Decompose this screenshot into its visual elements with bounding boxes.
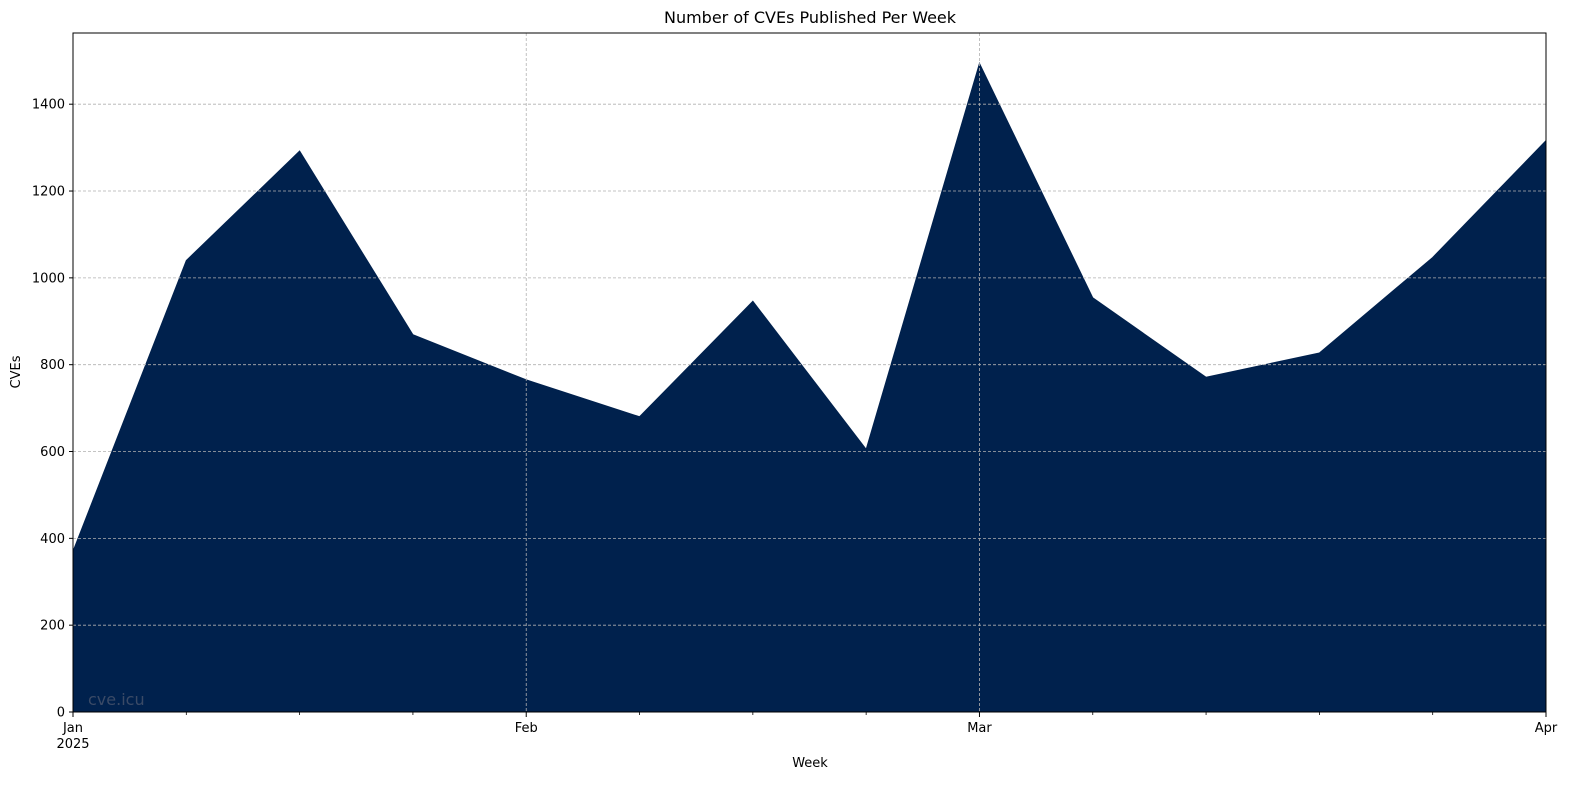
x-axis-title: Week xyxy=(792,756,828,771)
x-tick-label: Mar xyxy=(967,721,992,736)
x-tick-label: Jan xyxy=(62,721,83,736)
area-series xyxy=(72,62,1547,713)
x-tick-sublabel: 2025 xyxy=(56,737,89,752)
y-axis: 0 200 400 600 800 1000 1200 1400 xyxy=(32,98,73,721)
watermark: cve.icu xyxy=(88,690,145,709)
x-tick-label: Feb xyxy=(515,721,538,736)
x-tick-label: Apr xyxy=(1535,721,1558,736)
y-tick-label: 1400 xyxy=(32,98,65,113)
y-tick-label: 600 xyxy=(40,445,65,460)
y-tick-label: 0 xyxy=(57,706,65,721)
plot-area xyxy=(72,62,1547,713)
y-tick-label: 200 xyxy=(40,619,65,634)
y-tick-label: 1200 xyxy=(32,185,65,200)
plot-frame xyxy=(72,32,1547,713)
y-tick-label: 800 xyxy=(40,358,65,373)
chart-title: Number of CVEs Published Per Week xyxy=(664,8,957,27)
grid xyxy=(73,33,1546,712)
y-tick-label: 400 xyxy=(40,532,65,547)
y-axis-title: CVEs xyxy=(9,355,24,388)
y-tick-label: 1000 xyxy=(32,271,65,286)
